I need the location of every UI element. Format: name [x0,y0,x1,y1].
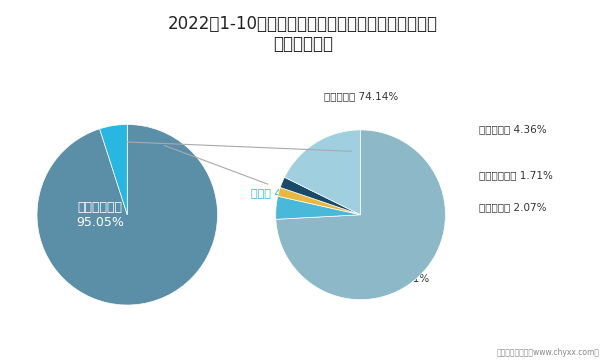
Wedge shape [284,130,361,215]
Text: 太阳能发电量 1.71%: 太阳能发电量 1.71% [479,170,553,180]
Wedge shape [280,177,361,215]
Text: 风力发电量 2.07%: 风力发电量 2.07% [479,202,546,213]
Text: 水力发电量 4.36%: 水力发电量 4.36% [479,124,547,134]
Wedge shape [276,130,445,300]
Text: 全国其他省份
95.05%: 全国其他省份 95.05% [76,201,124,229]
Wedge shape [276,196,361,219]
Wedge shape [37,124,218,305]
Wedge shape [278,187,361,215]
Text: 核能发电量 17.71%: 核能发电量 17.71% [355,273,429,284]
Wedge shape [99,124,127,215]
Text: 2022年1-10月浙江省发电量占全国比重及该地区各发
电类型占比图: 2022年1-10月浙江省发电量占全国比重及该地区各发 电类型占比图 [168,15,438,54]
Text: 制图：智研咨询（www.chyxx.com）: 制图：智研咨询（www.chyxx.com） [497,348,600,357]
Text: 火力发电量 74.14%: 火力发电量 74.14% [324,91,399,102]
Text: 浙江省 4.95%: 浙江省 4.95% [251,188,310,198]
